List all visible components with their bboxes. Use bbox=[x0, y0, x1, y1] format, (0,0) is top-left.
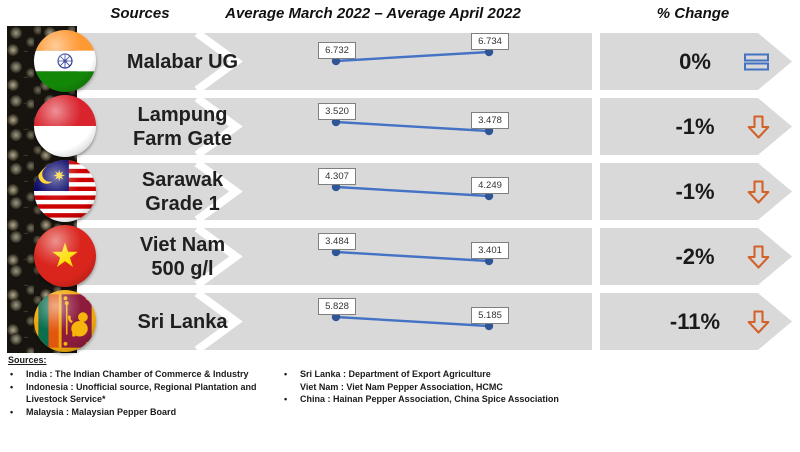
bullet: • bbox=[10, 406, 14, 417]
source-note: Viet Nam : Viet Nam Pepper Association, … bbox=[282, 381, 612, 394]
march-value-label: 4.307 bbox=[318, 168, 356, 185]
price-row-malabar-ug: 6.732 6.734 Malabar UG 0% bbox=[0, 30, 800, 92]
pct-change-value: -11% bbox=[669, 309, 721, 334]
source-note: • Indonesia : Unofficial source, Regiona… bbox=[8, 381, 276, 406]
april-value-label: 4.249 bbox=[471, 177, 509, 194]
pct-change-cell: -11% bbox=[600, 293, 792, 350]
pct-chevron-shape bbox=[600, 98, 792, 155]
bullet: • bbox=[10, 369, 14, 379]
march-value-label: 5.828 bbox=[318, 298, 356, 315]
source-note-text: India : The Indian Chamber of Commerce &… bbox=[26, 369, 249, 379]
bullet: • bbox=[10, 381, 14, 392]
pct-change-value: 0% bbox=[679, 49, 711, 74]
footer-heading: Sources: bbox=[8, 355, 47, 365]
price-row-lampung: 3.520 3.478 Lampung Farm Gate -1% bbox=[0, 95, 800, 157]
block-down-arrow-icon bbox=[747, 114, 770, 139]
source-label: Sarawak Grade 1 bbox=[125, 163, 240, 220]
chevron-separator-icon bbox=[194, 98, 243, 155]
april-value-label: 5.185 bbox=[471, 307, 509, 324]
chevron-separator-icon bbox=[194, 33, 243, 90]
source-note: • India : The Indian Chamber of Commerce… bbox=[8, 368, 276, 381]
pct-chevron-shape bbox=[600, 293, 792, 350]
source-label: Sri Lanka bbox=[125, 293, 240, 350]
source-label-line1: Lampung bbox=[137, 103, 228, 126]
footer-sources: Sources: • India : The Indian Chamber of… bbox=[8, 355, 792, 417]
block-down-arrow-icon bbox=[747, 309, 770, 334]
pct-change-value: -1% bbox=[675, 114, 715, 139]
pct-change-cell: 0% bbox=[600, 33, 792, 90]
march-value-label: 3.520 bbox=[318, 103, 356, 120]
pct-change-cell: -2% bbox=[600, 228, 792, 285]
row-banner: 3.484 3.401 Viet Nam 500 g/l bbox=[25, 228, 592, 285]
source-label-line1: Sarawak bbox=[141, 168, 224, 191]
pct-change-value: -2% bbox=[675, 244, 715, 269]
flag-india-icon bbox=[34, 30, 96, 92]
flag-indonesia-icon bbox=[34, 95, 96, 157]
source-label: Malabar UG bbox=[125, 33, 240, 90]
pct-chevron-shape bbox=[600, 228, 792, 285]
march-value-label: 6.732 bbox=[318, 42, 356, 59]
block-down-arrow-icon bbox=[747, 179, 770, 204]
source-label: Viet Nam 500 g/l bbox=[125, 228, 240, 285]
bullet bbox=[282, 381, 300, 394]
chevron-separator-icon bbox=[194, 293, 243, 350]
pct-chevron-shape bbox=[600, 163, 792, 220]
source-note-text: Viet Nam : Viet Nam Pepper Association, … bbox=[300, 381, 503, 392]
source-note-text: Sri Lanka : Department of Export Agricul… bbox=[300, 369, 491, 379]
april-value-label: 3.401 bbox=[471, 242, 509, 259]
source-label-line2: Grade 1 bbox=[145, 192, 220, 215]
source-label: Lampung Farm Gate bbox=[125, 98, 240, 155]
row-banner: 4.307 4.249 Sarawak Grade 1 bbox=[25, 163, 592, 220]
source-label-line1: Viet Nam bbox=[139, 233, 226, 256]
march-value-label: 3.484 bbox=[318, 233, 356, 250]
row-banner: 3.520 3.478 Lampung Farm Gate bbox=[25, 98, 592, 155]
pct-change-value: -1% bbox=[675, 179, 715, 204]
pct-change-cell: -1% bbox=[600, 163, 792, 220]
source-label-line2: 500 g/l bbox=[151, 257, 214, 280]
source-note-text: Malaysia : Malaysian Pepper Board bbox=[26, 406, 177, 417]
footer-right-column: • Sri Lanka : Department of Export Agric… bbox=[282, 368, 612, 406]
column-header-sources: Sources bbox=[110, 5, 170, 22]
footer-left-column: • India : The Indian Chamber of Commerce… bbox=[8, 368, 276, 418]
source-note-text: Indonesia : Unofficial source, Regional … bbox=[26, 381, 257, 405]
bullet: • bbox=[284, 394, 288, 404]
source-label-line1: Sri Lanka bbox=[137, 310, 228, 333]
equal-icon bbox=[744, 53, 769, 70]
price-row-vietnam: 3.484 3.401 Viet Nam 500 g/l -2% bbox=[0, 225, 800, 287]
pct-chevron-shape bbox=[600, 33, 792, 90]
april-value-label: 6.734 bbox=[471, 33, 509, 50]
row-banner: 6.732 6.734 Malabar UG bbox=[25, 33, 592, 90]
source-note: • Sri Lanka : Department of Export Agric… bbox=[282, 368, 612, 381]
chevron-separator-icon bbox=[194, 228, 243, 285]
april-value-label: 3.478 bbox=[471, 112, 509, 129]
pct-change-cell: -1% bbox=[600, 98, 792, 155]
source-note-text: China : Hainan Pepper Association, China… bbox=[300, 394, 559, 404]
source-label-line2: Farm Gate bbox=[133, 127, 232, 150]
source-label-line1: Malabar UG bbox=[126, 50, 239, 73]
flag-vietnam-icon bbox=[34, 225, 96, 287]
row-banner: 5.828 5.185 Sri Lanka bbox=[25, 293, 592, 350]
flag-sri-lanka-icon bbox=[34, 290, 96, 352]
source-note: • China : Hainan Pepper Association, Chi… bbox=[282, 393, 612, 406]
source-note: • Malaysia : Malaysian Pepper Board bbox=[8, 406, 276, 419]
chevron-separator-icon bbox=[194, 163, 243, 220]
column-header-change: % Change bbox=[656, 5, 730, 22]
column-header-period: Average March 2022 – Average April 2022 bbox=[225, 5, 521, 22]
price-row-sri-lanka: 5.828 5.185 Sri Lanka -11% bbox=[0, 290, 800, 352]
flag-malaysia-icon bbox=[34, 160, 96, 222]
bullet: • bbox=[284, 369, 288, 379]
price-row-sarawak: 4.307 4.249 Sarawak Grade 1 -1% bbox=[0, 160, 800, 222]
block-down-arrow-icon bbox=[747, 244, 770, 269]
